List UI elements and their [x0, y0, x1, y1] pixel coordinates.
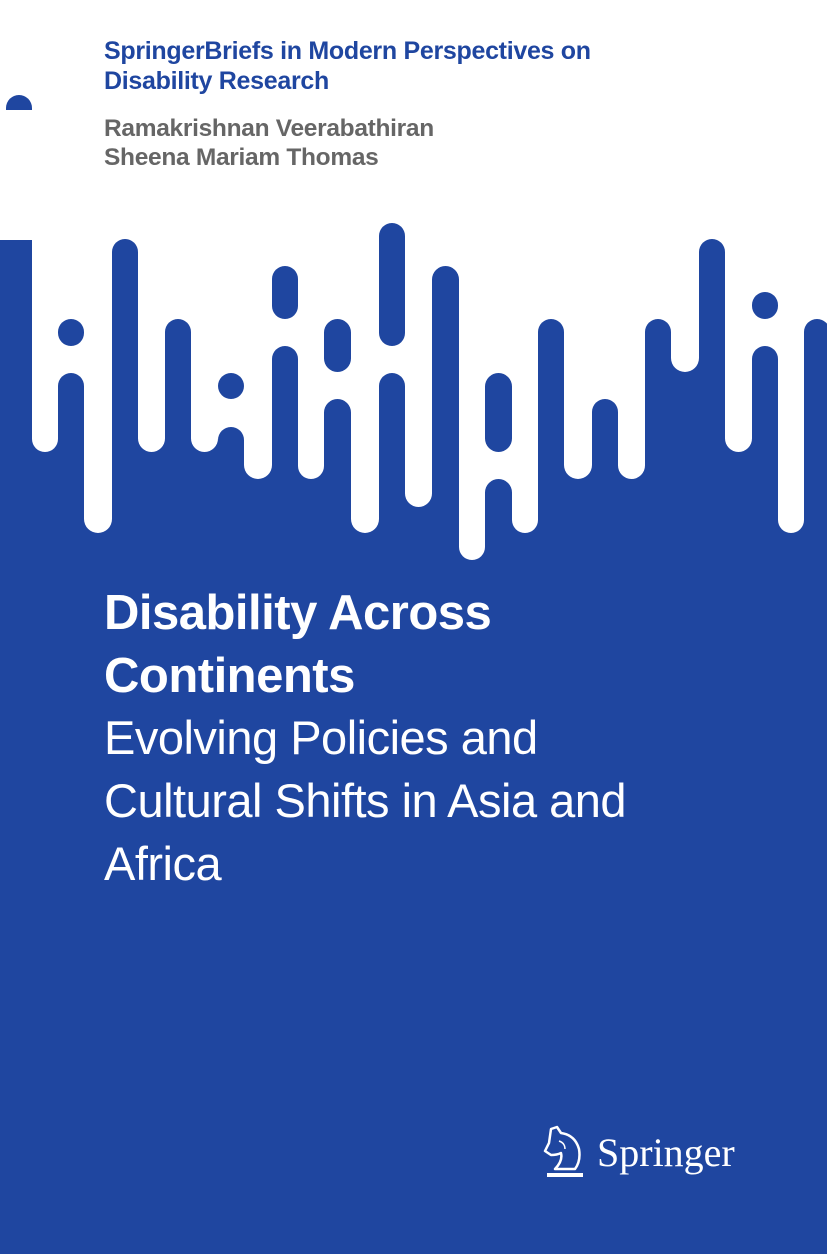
series-line: SpringerBriefs in Modern Perspectives on: [104, 37, 591, 65]
book-title: Disability Across Continents: [104, 582, 492, 708]
column-top-space: [538, 0, 564, 332]
column-cap: [752, 346, 778, 361]
author: Ramakrishnan Veerabathiran: [104, 115, 434, 142]
title-line: Continents: [104, 649, 355, 703]
blue-pill: [752, 292, 778, 319]
column-top-space: [592, 0, 618, 412]
column-top-space: [645, 0, 671, 332]
column-cap: [324, 399, 351, 415]
column-cap: [58, 373, 84, 388]
white-gap: [351, 0, 379, 533]
series-line: Disability Research: [104, 67, 329, 95]
blue-pill: [218, 373, 244, 399]
white-gap: [405, 0, 432, 508]
column-cap: [804, 319, 827, 334]
column-cap: [379, 373, 405, 388]
white-gap: [191, 0, 218, 452]
column-cap: [6, 95, 32, 110]
column-cap: [645, 319, 671, 334]
white-gap: [671, 0, 699, 372]
column-top-space: [804, 0, 827, 332]
series-title: SpringerBriefs in Modern Perspectives on…: [104, 36, 591, 96]
white-gap: [32, 0, 58, 452]
author: Sheena Mariam Thomas: [104, 144, 379, 171]
column-cap: [432, 266, 459, 282]
white-gap: [725, 0, 752, 453]
knight-horse-icon: [543, 1125, 583, 1177]
subtitle-line: Cultural Shifts in Asia and: [104, 774, 627, 827]
book-subtitle: Evolving Policies and Cultural Shifts in…: [104, 706, 627, 895]
column-cap: [538, 319, 564, 334]
cover-pattern: [0, 0, 827, 560]
column-top-space: [112, 0, 138, 252]
column-top-space: [218, 0, 244, 440]
white-gap: [244, 0, 272, 479]
white-gap: [138, 0, 165, 453]
white-gap: [298, 0, 324, 479]
column-cap: [485, 479, 512, 495]
blue-pill: [58, 319, 84, 346]
column-cap: [218, 427, 244, 442]
column-top-space: [432, 0, 459, 280]
title-line: Disability Across: [104, 586, 492, 640]
blue-pill: [379, 223, 405, 346]
publisher-logo: Springer: [541, 1125, 735, 1179]
column-top-space: [6, 0, 32, 108]
blue-pill: [485, 373, 512, 452]
column-cap: [699, 239, 725, 254]
white-gap: [459, 0, 485, 560]
column-cap: [272, 346, 298, 361]
edge-space: [0, 0, 6, 108]
white-gap: [778, 0, 804, 533]
authors: Ramakrishnan Veerabathiran Sheena Mariam…: [104, 114, 434, 172]
white-gap: [564, 0, 592, 479]
subtitle-line: Evolving Policies and: [104, 711, 538, 764]
column-top-space: [699, 0, 725, 252]
white-gap: [84, 0, 112, 533]
blue-pill: [272, 266, 298, 319]
publisher-name: Springer: [597, 1129, 735, 1175]
blue-pill: [324, 319, 351, 372]
white-gap: [512, 0, 538, 533]
white-gap: [618, 0, 645, 480]
column-top-space: [165, 0, 191, 332]
subtitle-line: Africa: [104, 837, 222, 890]
column-cap: [592, 399, 618, 414]
column-cap: [165, 319, 191, 334]
column-cap: [112, 239, 138, 254]
